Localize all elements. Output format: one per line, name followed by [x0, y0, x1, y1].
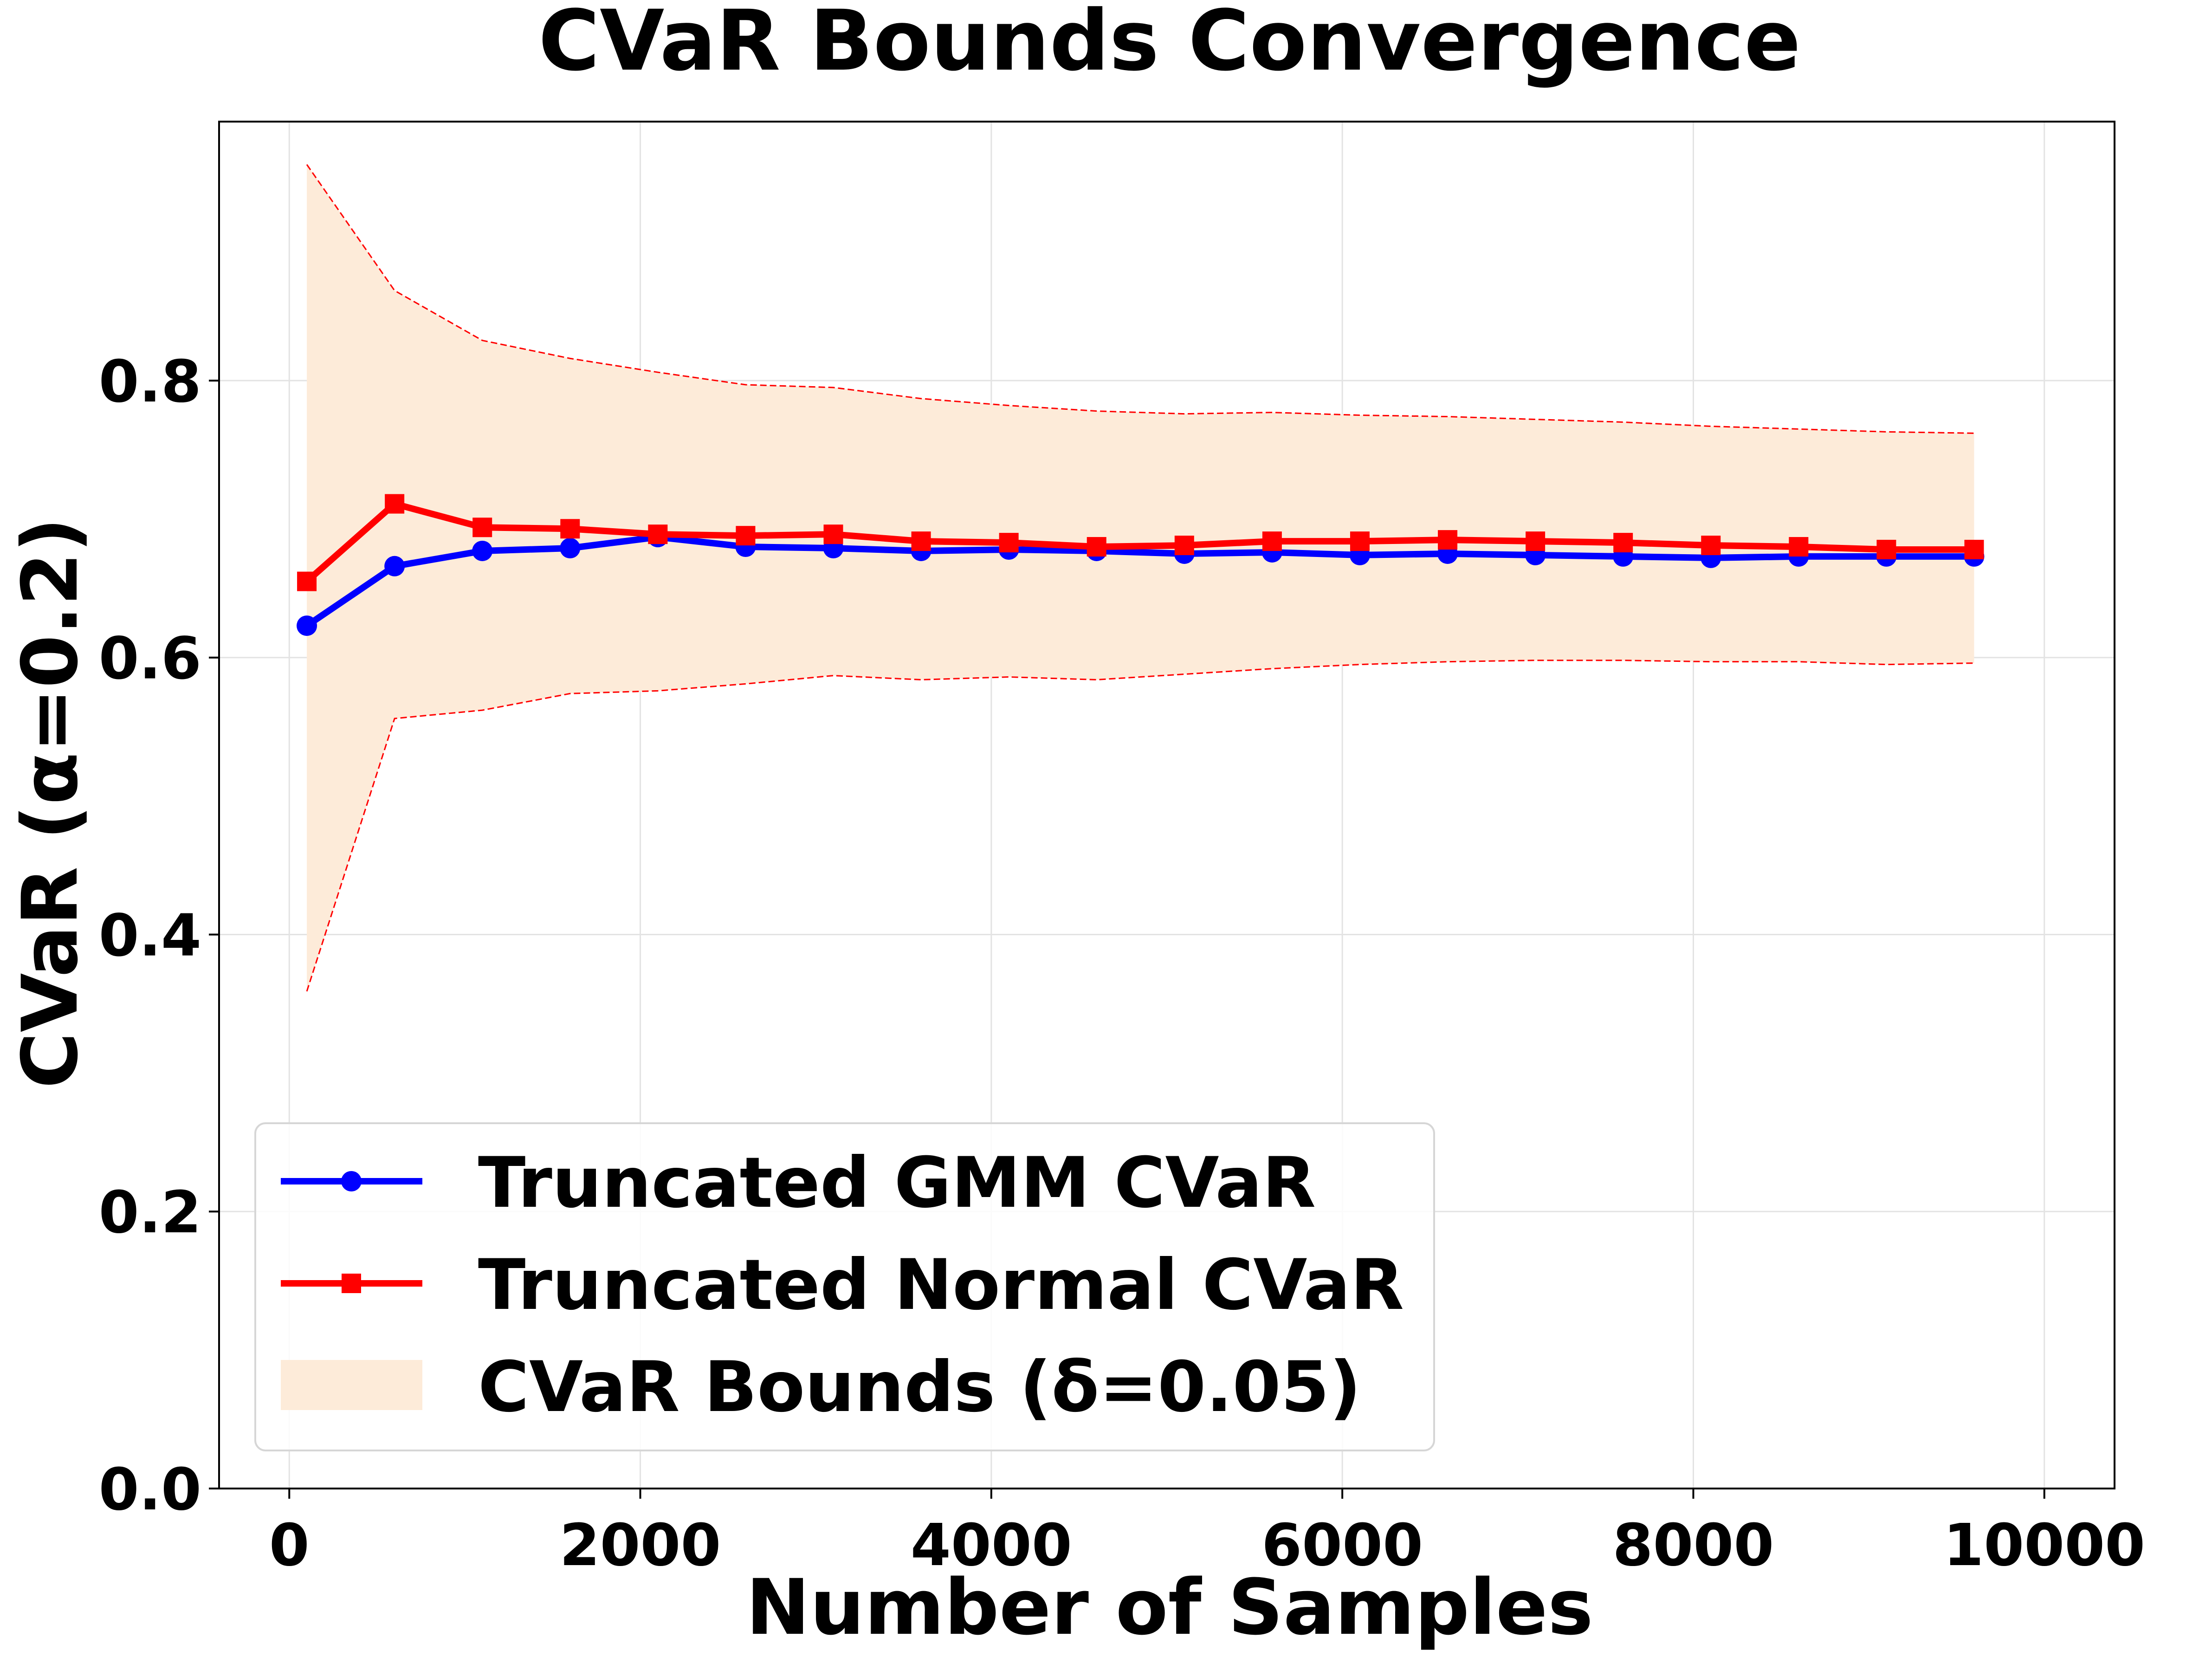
- data-point: [297, 615, 317, 636]
- x-tick-label: 4000: [911, 1512, 1072, 1579]
- y-tick-label: 0.2: [99, 1179, 201, 1246]
- series-line: [305, 534, 1974, 628]
- plot-area-frame: [218, 121, 2115, 1489]
- series-line: [304, 500, 1974, 584]
- x-tick-label: 0: [269, 1512, 310, 1579]
- y-tick-label: 0.0: [99, 1456, 201, 1523]
- legend-bounds-swatch: [281, 1360, 422, 1410]
- data-point: [1701, 536, 1721, 556]
- data-point: [911, 531, 931, 551]
- data-point: [648, 524, 668, 544]
- data-point: [1876, 539, 1896, 559]
- bounds-band: [306, 164, 1974, 992]
- legend: Truncated GMM CVaR Truncated Normal CVaR…: [254, 1122, 1435, 1451]
- data-point: [736, 526, 756, 546]
- x-tick-label: 6000: [1261, 1512, 1423, 1579]
- x-axis-ticks: 0 2000 4000 6000 8000 10000: [269, 1489, 2145, 1579]
- series-normal: [297, 494, 1984, 591]
- legend-bounds-label: CVaR Bounds (δ=0.05): [478, 1347, 1361, 1428]
- data-point: [472, 540, 493, 561]
- y-axis-label: CVaR (α=0.2): [6, 518, 95, 1088]
- legend-gmm-label: Truncated GMM CVaR: [478, 1143, 1316, 1223]
- data-point: [1789, 537, 1809, 557]
- x-tick-label: 2000: [560, 1512, 721, 1579]
- legend-normal-label: Truncated Normal CVaR: [478, 1245, 1404, 1326]
- series-layer: [297, 494, 1985, 636]
- y-axis-ticks: 0.0 0.2 0.4 0.6 0.8: [99, 348, 219, 1523]
- data-point: [1350, 531, 1370, 551]
- data-point: [385, 494, 405, 514]
- data-point: [1526, 531, 1546, 551]
- data-point: [1613, 533, 1633, 553]
- data-point: [1087, 537, 1106, 557]
- data-point: [999, 533, 1019, 553]
- y-tick-label: 0.4: [99, 902, 201, 969]
- x-axis-label: Number of Samples: [746, 1563, 1593, 1652]
- y-tick-label: 0.8: [99, 348, 201, 415]
- data-point: [560, 538, 581, 559]
- legend-gmm-marker: [341, 1171, 362, 1191]
- chart-title: CVaR Bounds Convergence: [538, 0, 1801, 90]
- data-point: [823, 524, 843, 544]
- legend-box: [254, 1122, 1435, 1451]
- data-point: [384, 556, 405, 576]
- lower-bound-line: [306, 660, 1974, 992]
- data-point: [297, 571, 317, 591]
- data-point: [1174, 536, 1194, 556]
- x-tick-label: 10000: [1943, 1512, 2145, 1579]
- data-point: [1964, 539, 1984, 559]
- legend-normal-marker: [342, 1274, 361, 1293]
- data-point: [1438, 530, 1458, 550]
- data-point: [1262, 531, 1282, 551]
- x-tick-label: 8000: [1612, 1512, 1774, 1579]
- data-point: [472, 518, 492, 537]
- y-tick-label: 0.6: [99, 625, 201, 693]
- upper-bound-line: [306, 164, 1974, 434]
- bounds-fill: [307, 164, 1974, 991]
- data-point: [560, 519, 580, 539]
